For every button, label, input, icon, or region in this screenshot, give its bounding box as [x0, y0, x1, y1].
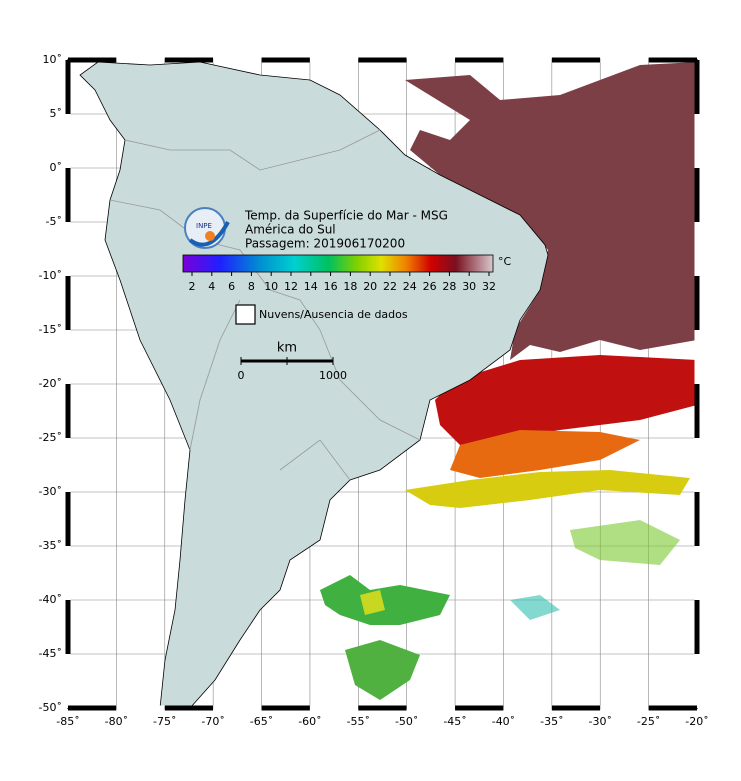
colorbar-tick-label: 22	[383, 280, 397, 293]
lon-label: -75˚	[153, 715, 176, 728]
lat-label: 0˚	[50, 161, 63, 174]
colorbar-tick-label: 30	[462, 280, 476, 293]
scale-end: 1000	[319, 369, 347, 382]
sst-yellow	[405, 470, 690, 508]
sst-yellow-2	[360, 590, 385, 615]
colorbar	[182, 254, 494, 273]
colorbar-unit: °C	[498, 255, 512, 268]
lat-label: -40˚	[39, 593, 62, 606]
lon-label: -20˚	[685, 715, 708, 728]
sst-green-3	[345, 640, 420, 700]
sst-cyan	[510, 595, 560, 620]
colorbar-tick-label: 28	[442, 280, 456, 293]
lat-label: -5˚	[46, 215, 62, 228]
lon-label: -35˚	[540, 715, 563, 728]
colorbar-tick-label: 4	[208, 280, 215, 293]
sst-field	[320, 62, 697, 700]
colorbar-tick-label: 6	[228, 280, 235, 293]
colorbar-tick-label: 32	[482, 280, 496, 293]
colorbar-tick-label: 26	[423, 280, 437, 293]
colorbar-tick-label: 16	[324, 280, 338, 293]
lon-label: -60˚	[298, 715, 321, 728]
lat-label: -15˚	[39, 323, 62, 336]
lat-label: 5˚	[50, 107, 63, 120]
colorbar-tick-label: 2	[189, 280, 196, 293]
lon-label: -45˚	[443, 715, 466, 728]
colorbar-tick-label: 20	[363, 280, 377, 293]
sst-warm	[405, 62, 697, 360]
scale-bar: km 0 1000	[238, 341, 348, 383]
lon-label: -55˚	[347, 715, 370, 728]
legend-label: Nuvens/Ausencia de dados	[259, 308, 408, 321]
colorbar-tick-label: 24	[403, 280, 417, 293]
inpe-logo: INPE	[184, 207, 230, 249]
title: Temp. da Superfície do Mar - MSG	[244, 209, 448, 223]
colorbar-tick-label: 12	[284, 280, 298, 293]
lat-label: -35˚	[39, 539, 62, 552]
legend-swatch	[235, 304, 256, 325]
colorbar-tick-label: 18	[343, 280, 357, 293]
colorbar-ticks: 2 4 6 8 10 12 14 16 18 20 22 24 26 28 30 32	[189, 272, 496, 293]
lon-label: -50˚	[395, 715, 418, 728]
subtitle: Passagem: 201906170200	[245, 237, 405, 251]
lat-label: -25˚	[39, 431, 62, 444]
sst-green-1	[570, 520, 680, 565]
lon-label: -80˚	[105, 715, 128, 728]
lon-label: -85˚	[56, 715, 79, 728]
colorbar-tick-label: 14	[304, 280, 318, 293]
colorbar-tick-label: 8	[248, 280, 255, 293]
lat-label: 10˚	[43, 53, 63, 66]
logo-text: INPE	[196, 222, 212, 230]
lon-label: -25˚	[637, 715, 660, 728]
sst-orange	[450, 430, 640, 478]
lat-label: -30˚	[39, 485, 62, 498]
lat-label: -50˚	[39, 701, 62, 714]
sst-red	[435, 355, 697, 445]
sst-green-2	[320, 575, 450, 625]
lon-label: -30˚	[588, 715, 611, 728]
borders	[109, 129, 421, 481]
scale-start: 0	[238, 369, 245, 382]
subtitle: América do Sul	[245, 223, 336, 237]
scale-unit: km	[277, 341, 297, 356]
lat-label: -20˚	[39, 377, 62, 390]
axis-labels: 10˚ 5˚ 0˚ -5˚ -10˚ -15˚ -20˚ -25˚ -30˚ -35˚ -40˚ -4…	[39, 53, 709, 728]
lon-label: -65˚	[250, 715, 273, 728]
lon-label: -70˚	[201, 715, 224, 728]
lat-label: -45˚	[39, 647, 62, 660]
colorbar-tick-label: 10	[264, 280, 278, 293]
lat-label: -10˚	[39, 269, 62, 282]
lon-label: -40˚	[492, 715, 515, 728]
